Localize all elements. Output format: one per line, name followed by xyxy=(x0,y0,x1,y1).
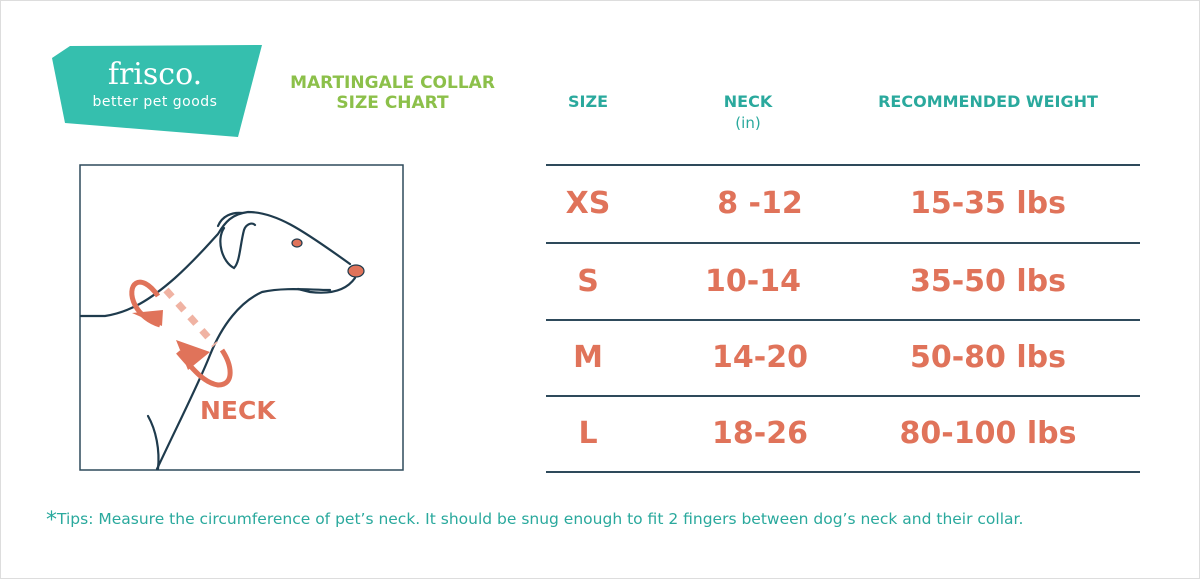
tips-note: *Tips: Measure the circumference of pet’… xyxy=(46,508,1023,533)
cell-neck: 14-20 xyxy=(712,340,808,375)
table-divider xyxy=(546,319,1140,321)
brand-logo-shape xyxy=(52,45,262,137)
cell-size: L xyxy=(578,416,598,451)
cell-size: M xyxy=(573,340,603,375)
dog-nose-icon xyxy=(347,264,365,278)
measure-arrow-icon xyxy=(129,279,233,388)
header-neck-unit: (in) xyxy=(735,114,761,132)
cell-neck: 18-26 xyxy=(712,416,808,451)
page-title: MARTINGALE COLLAR SIZE CHART xyxy=(270,73,515,113)
cell-weight: 80-100 lbs xyxy=(899,416,1077,451)
dog-eye-icon xyxy=(291,238,303,248)
cell-neck: 10-14 xyxy=(705,264,801,299)
cell-size: XS xyxy=(565,186,611,221)
header-size: SIZE xyxy=(567,92,608,111)
tips-text: Tips: Measure the circumference of pet’s… xyxy=(57,510,1024,528)
cell-weight: 50-80 lbs xyxy=(909,340,1066,375)
cell-weight: 15-35 lbs xyxy=(909,186,1066,221)
header-neck: NECK xyxy=(723,92,773,111)
table-divider xyxy=(546,164,1140,166)
brand-name: frisco. xyxy=(107,57,203,92)
cell-neck: 8 -12 xyxy=(717,186,803,221)
neck-measure-dashed-line xyxy=(163,287,218,348)
header-weight: RECOMMENDED WEIGHT xyxy=(878,92,1098,111)
cell-weight: 35-50 lbs xyxy=(909,264,1066,299)
tips-asterisk: * xyxy=(46,508,57,533)
title-line-1: MARTINGALE COLLAR xyxy=(290,73,495,93)
dog-outline-icon xyxy=(79,210,357,471)
title-line-2: SIZE CHART xyxy=(336,93,449,113)
cell-size: S xyxy=(577,264,599,299)
table-divider xyxy=(546,242,1140,244)
arrow-head-left-icon xyxy=(132,310,163,326)
neck-label: NECK xyxy=(200,396,276,425)
brand-tagline: better pet goods xyxy=(92,94,218,110)
table-divider xyxy=(546,395,1140,397)
arrow-head-right-icon xyxy=(176,340,210,370)
dog-illustration-frame xyxy=(79,164,404,471)
table-divider xyxy=(546,471,1140,473)
